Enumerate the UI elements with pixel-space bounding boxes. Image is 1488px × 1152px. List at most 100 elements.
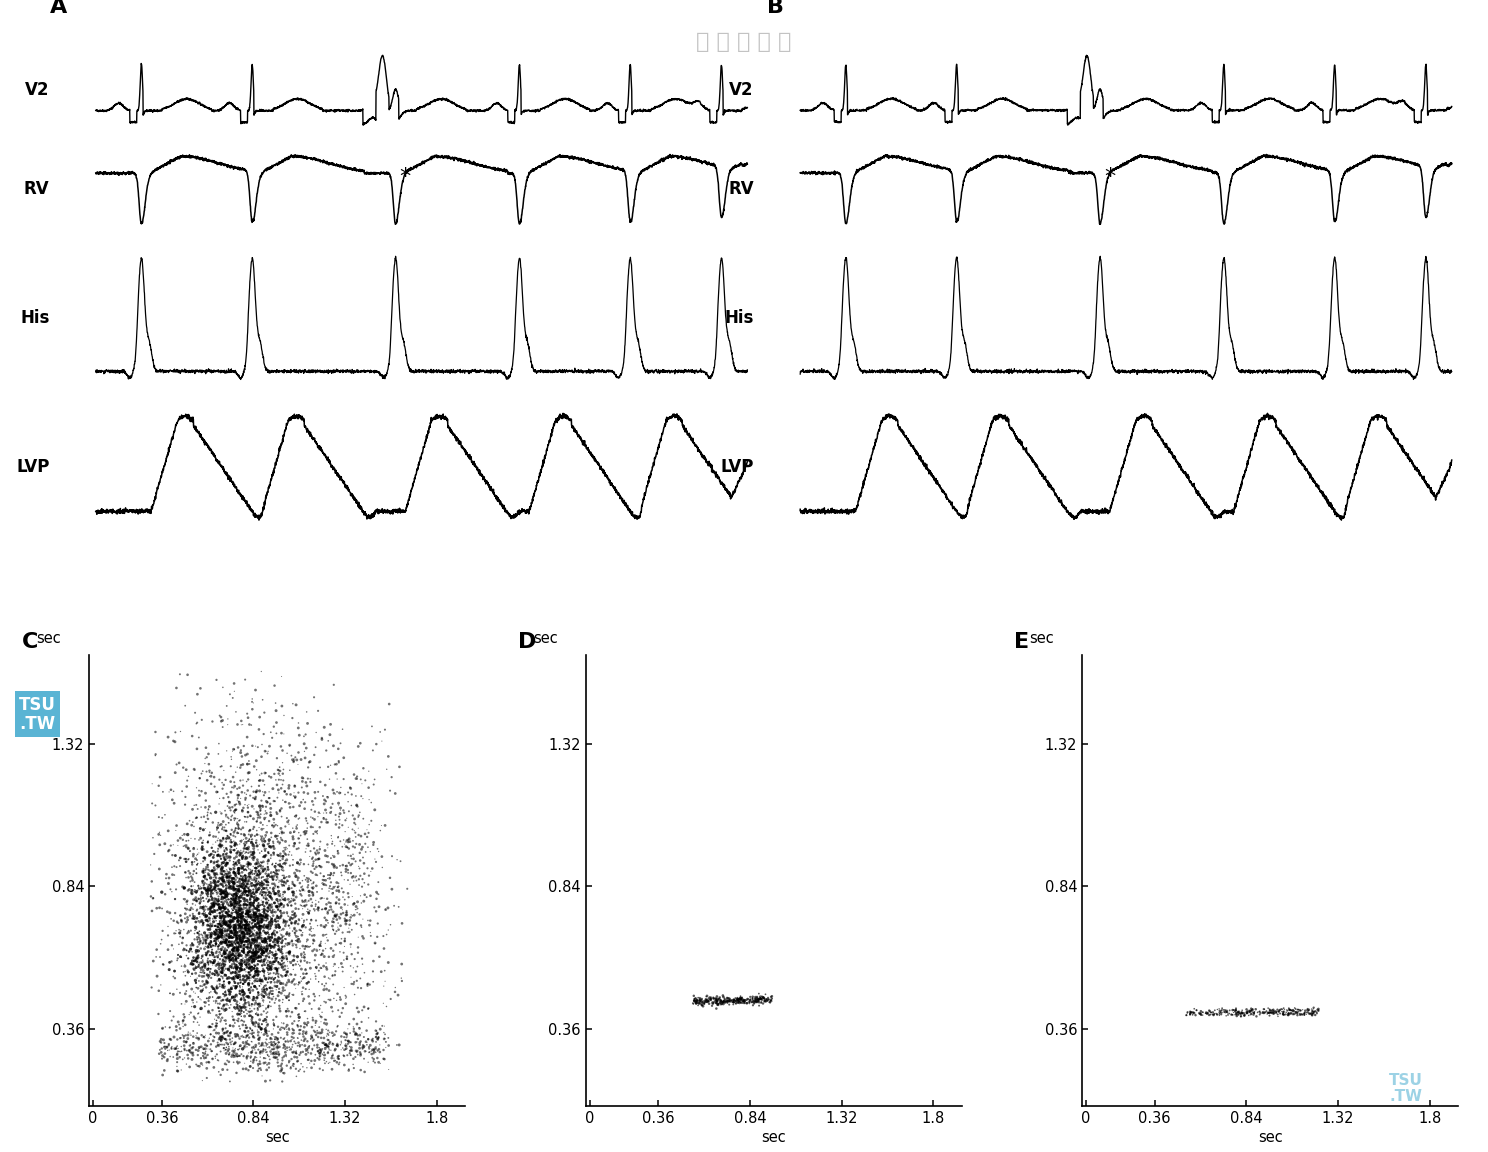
Point (271, 920, 295, 939)
Point (247, 826, 271, 844)
Point (257, 929, 281, 947)
Point (222, 881, 246, 900)
Point (253, 932, 277, 950)
Point (208, 950, 232, 969)
Point (225, 887, 248, 905)
Point (222, 939, 246, 957)
Point (257, 873, 281, 892)
Point (299, 1052, 323, 1070)
Point (299, 910, 323, 929)
Point (283, 1034, 307, 1053)
Point (311, 1039, 335, 1058)
Point (246, 1021, 269, 1039)
Point (183, 1009, 207, 1028)
Point (262, 1015, 286, 1033)
Point (1248, 1006, 1272, 1024)
Text: *: * (1104, 167, 1116, 187)
Point (226, 862, 250, 880)
Point (268, 972, 292, 991)
Point (705, 992, 729, 1010)
Point (211, 839, 235, 857)
Point (225, 877, 248, 895)
Point (271, 861, 295, 879)
Point (244, 855, 268, 873)
Point (232, 839, 256, 857)
Point (237, 886, 260, 904)
Point (281, 986, 305, 1005)
Point (698, 991, 722, 1009)
Point (274, 930, 298, 948)
Point (284, 931, 308, 949)
Point (321, 675, 345, 694)
Point (281, 1024, 305, 1043)
Point (225, 945, 248, 963)
Point (1262, 1003, 1286, 1022)
Point (330, 957, 354, 976)
Point (244, 949, 268, 968)
Point (232, 783, 256, 802)
Point (251, 1025, 275, 1044)
Point (318, 849, 342, 867)
Point (296, 878, 320, 896)
Point (190, 884, 214, 902)
Point (213, 1040, 237, 1059)
Point (205, 904, 229, 923)
Point (214, 839, 238, 857)
Point (356, 1000, 379, 1018)
Point (222, 861, 246, 879)
Point (195, 897, 219, 916)
Point (211, 1000, 235, 1018)
Point (201, 917, 225, 935)
Point (182, 900, 205, 918)
Point (231, 975, 254, 993)
Point (199, 941, 223, 960)
Point (356, 1030, 379, 1048)
Point (189, 1038, 213, 1056)
Point (214, 1020, 238, 1038)
Point (1251, 1003, 1275, 1022)
Point (348, 843, 372, 862)
Point (220, 934, 244, 953)
Point (234, 884, 257, 902)
Point (158, 1030, 182, 1048)
Point (257, 879, 281, 897)
Point (177, 922, 201, 940)
Point (205, 856, 229, 874)
Point (247, 922, 271, 940)
Point (321, 990, 345, 1008)
Point (173, 957, 196, 976)
Point (164, 880, 187, 899)
Point (219, 826, 243, 844)
Point (246, 962, 269, 980)
Point (251, 917, 275, 935)
Point (317, 948, 341, 967)
Point (266, 893, 290, 911)
Point (240, 957, 263, 976)
Point (208, 874, 232, 893)
Point (223, 849, 247, 867)
Point (237, 855, 260, 873)
Point (235, 855, 259, 873)
Point (689, 991, 713, 1009)
Point (251, 1002, 275, 1021)
Point (241, 914, 265, 932)
Point (170, 911, 193, 930)
Point (250, 910, 274, 929)
Point (278, 1007, 302, 1025)
Point (318, 864, 342, 882)
Point (262, 818, 286, 836)
Point (326, 1017, 350, 1036)
Point (186, 953, 210, 971)
Point (168, 829, 192, 848)
Point (232, 879, 256, 897)
Point (171, 941, 195, 960)
Point (275, 923, 299, 941)
Point (217, 848, 241, 866)
Point (299, 1026, 323, 1045)
Point (234, 932, 257, 950)
Point (185, 892, 208, 910)
Point (272, 782, 296, 801)
Point (192, 940, 216, 958)
Point (223, 873, 247, 892)
Point (223, 947, 247, 965)
